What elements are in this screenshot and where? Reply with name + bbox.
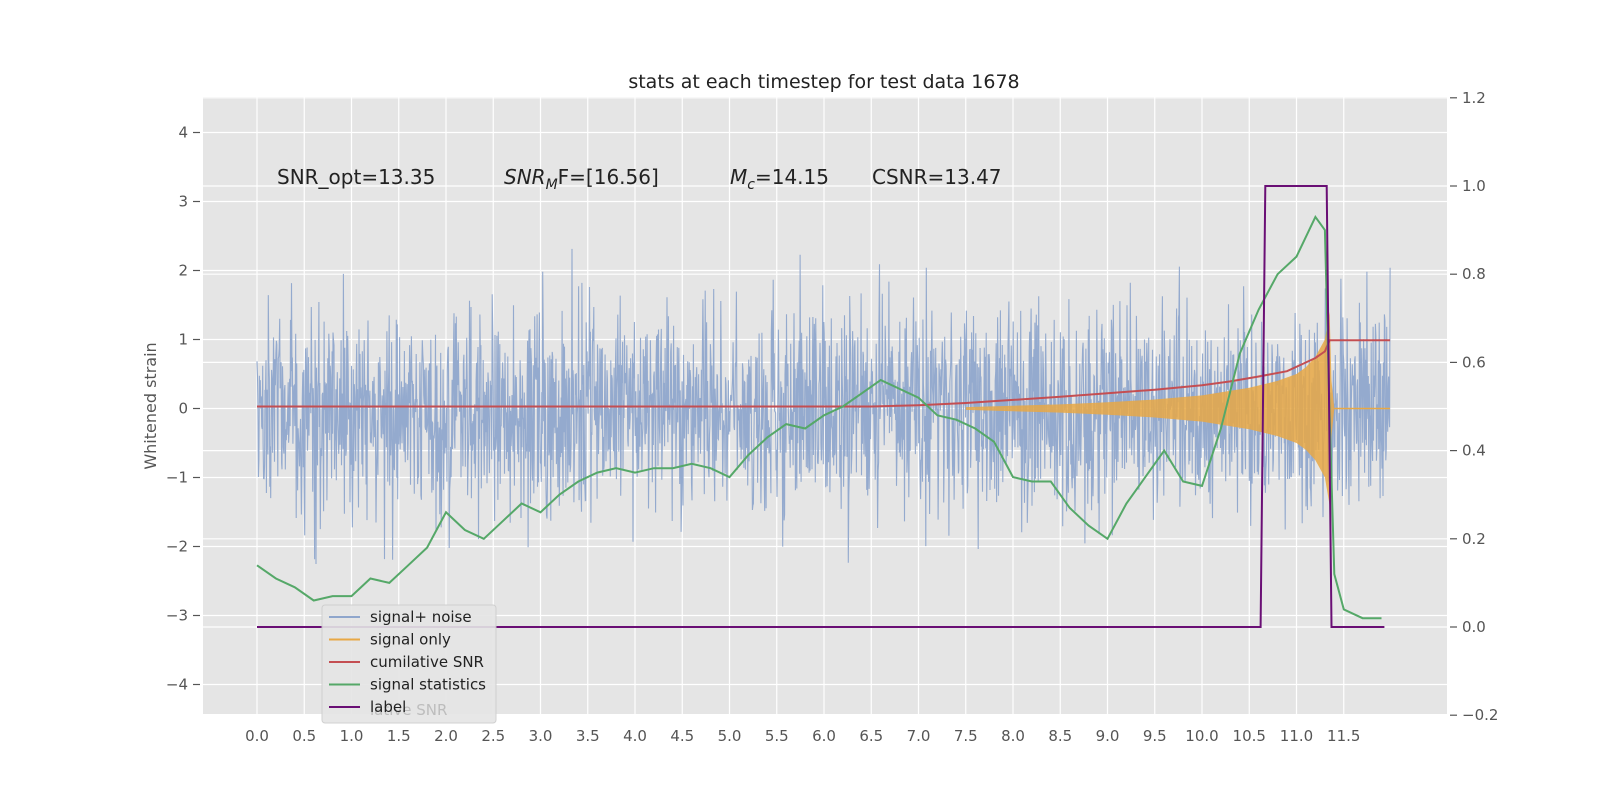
y-tick-label: 3	[178, 193, 188, 211]
annotation-csnr: CSNR=13.47	[872, 165, 1002, 189]
y2-tick-label: 1.0	[1462, 177, 1486, 195]
legend-label: signal only	[370, 631, 451, 649]
x-tick-label: 1.5	[387, 727, 411, 745]
x-tick-label: 5.5	[765, 727, 789, 745]
legend: lative SNR signal+ noise signal only cumila…	[321, 604, 497, 724]
y-tick-label: 2	[178, 262, 188, 280]
y-tick-label: −2	[166, 538, 188, 556]
x-tick-label: 7.5	[954, 727, 978, 745]
x-tick-label: 8.0	[1001, 727, 1025, 745]
x-tick-label: 10.0	[1185, 727, 1218, 745]
y2-tick-label: −0.2	[1462, 706, 1498, 724]
x-tick-label: 3.5	[576, 727, 600, 745]
y-tick-label: 0	[178, 400, 188, 418]
y2-tick-label: 0.8	[1462, 265, 1486, 283]
x-tick-label: 7.0	[907, 727, 931, 745]
x-axis: 0.0 0.5 1.0 1.5 2.0 2.5 3.0 3.5 4.0 4.5 5.0 5.5 6.0 6…	[245, 727, 1360, 745]
y2-tick-label: 1.2	[1462, 89, 1486, 107]
legend-label: signal+ noise	[370, 608, 472, 626]
x-tick-label: 5.0	[718, 727, 742, 745]
y2-tick-label: 0.2	[1462, 530, 1486, 548]
x-tick-label: 2.0	[434, 727, 458, 745]
x-tick-label: 0.0	[245, 727, 269, 745]
x-tick-label: 2.5	[481, 727, 505, 745]
x-tick-label: 9.5	[1143, 727, 1167, 745]
x-tick-label: 6.5	[859, 727, 883, 745]
annotations: SNR_opt=13.35 SNRMF=[16.56] Mc=14.15 CSNR=1…	[277, 165, 1002, 193]
series-line-signal-statistics	[256, 214, 1382, 620]
y2-tick-label: 0.0	[1462, 618, 1486, 636]
y-axis-label: Whitened strain	[141, 342, 160, 469]
y-tick-label: −1	[166, 469, 188, 487]
legend-label: signal statistics	[370, 676, 486, 694]
series-signal-only	[965, 311, 1391, 506]
y-axis-right: 1.2 1.0 0.8 0.6 0.4 0.2 0.0 −0.2	[1450, 89, 1498, 724]
legend-box	[321, 604, 497, 724]
x-tick-label: 11.5	[1327, 727, 1360, 745]
x-tick-label: 4.0	[623, 727, 647, 745]
series-line-label	[257, 185, 1385, 628]
signal-noise-line	[256, 248, 1391, 565]
y-tick-label: −3	[166, 607, 188, 625]
y-tick-label: 1	[178, 331, 188, 349]
y-tick-label: 4	[178, 124, 188, 142]
annotation-mc: Mc=14.15	[730, 165, 829, 193]
annotation-snr_mf: SNRMF=[16.56]	[504, 165, 659, 193]
x-tick-label: 6.0	[812, 727, 836, 745]
y2-tick-label: 0.6	[1462, 353, 1486, 371]
y-axis-left: 4 3 2 1 0 −1 −2 −3 −4	[166, 124, 200, 694]
x-tick-label: 1.0	[340, 727, 364, 745]
legend-label: cumilative SNR	[370, 653, 484, 671]
y-tick-label: −4	[166, 676, 188, 694]
x-tick-label: 8.5	[1048, 727, 1072, 745]
series-line-cumilative-snr	[257, 339, 1391, 408]
y2-tick-label: 0.4	[1462, 442, 1486, 460]
legend-ghost-text: lative SNR	[370, 701, 447, 719]
chart-title: stats at each timestep for test data 167…	[628, 71, 1019, 93]
x-tick-label: 0.5	[292, 727, 316, 745]
annotation-snr_opt: SNR_opt=13.35	[277, 165, 435, 189]
signal-only-area	[965, 311, 1335, 506]
x-tick-label: 3.0	[529, 727, 553, 745]
x-tick-label: 10.5	[1233, 727, 1266, 745]
legend-label: label	[370, 698, 406, 716]
x-tick-label: 11.0	[1280, 727, 1313, 745]
x-tick-label: 9.0	[1096, 727, 1120, 745]
right-axis-series	[256, 185, 1391, 628]
series-signal-noise	[256, 248, 1391, 565]
x-tick-label: 4.5	[670, 727, 694, 745]
